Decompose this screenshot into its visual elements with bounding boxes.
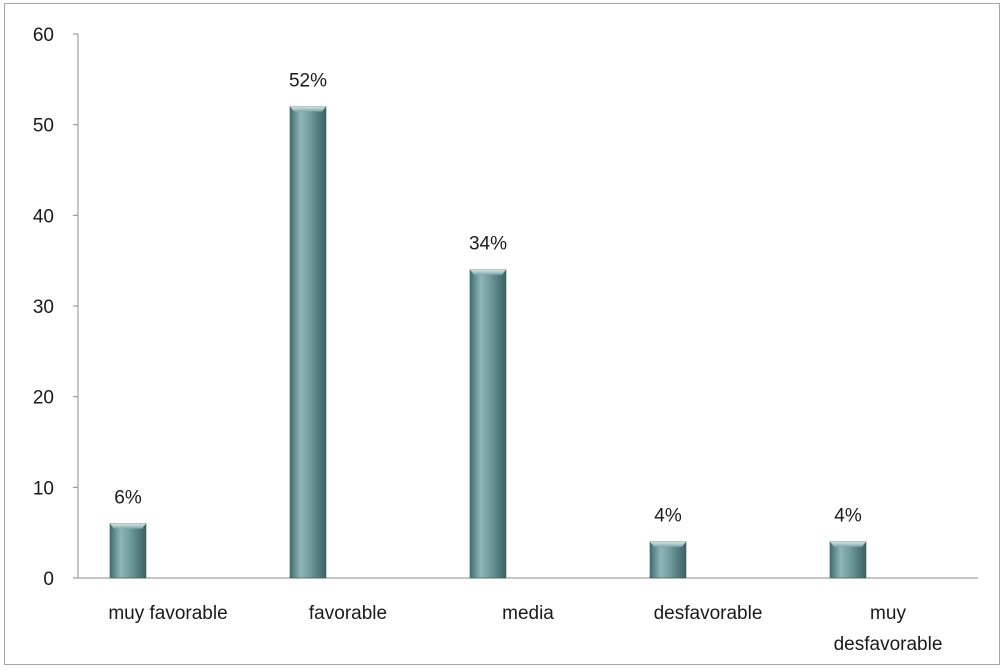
data-label: 52% [289,71,327,92]
y-tick-label: 30 [33,297,54,318]
bar [829,541,867,579]
data-label: 4% [834,506,862,527]
bar [109,523,147,579]
bar [649,541,687,579]
bars [109,106,867,579]
bar-cap [470,269,506,275]
bar-cap [650,541,686,547]
bar-cap [290,106,326,112]
y-tick-label: 60 [33,25,54,46]
y-tick-label: 40 [33,206,54,227]
category-label: desfavorable [654,603,763,624]
category-label: muy favorable [108,603,227,624]
bar-cap [110,523,146,529]
bar [469,269,507,579]
bar-cap [830,541,866,547]
category-label: desfavorable [834,634,943,655]
data-label: 34% [469,234,507,255]
labels: 6% muy favorable 52% favorable 34% media 4% des… [108,71,942,655]
data-label: 6% [114,488,142,509]
y-tick-label: 50 [33,116,54,137]
bar [289,106,327,579]
category-label: media [502,603,554,624]
axes: 0 10 20 30 40 50 60 [33,25,978,590]
y-tick-label: 10 [33,478,54,499]
category-label: muy [870,603,906,624]
category-label: favorable [309,603,387,624]
y-tick-label: 20 [33,388,54,409]
data-label: 4% [654,506,682,527]
y-tick-label: 0 [43,569,54,590]
